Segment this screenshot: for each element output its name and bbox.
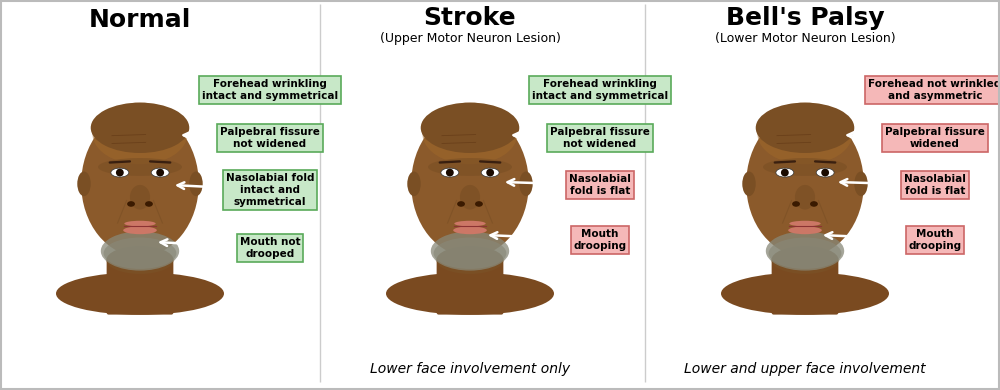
Ellipse shape bbox=[422, 103, 518, 164]
Text: Mouth
drooping: Mouth drooping bbox=[826, 229, 962, 251]
Text: Nasolabial
fold is flat: Nasolabial fold is flat bbox=[841, 174, 966, 196]
Ellipse shape bbox=[481, 168, 499, 177]
Ellipse shape bbox=[111, 168, 129, 177]
Ellipse shape bbox=[428, 158, 512, 176]
Ellipse shape bbox=[810, 201, 818, 207]
Text: Stroke: Stroke bbox=[424, 6, 516, 30]
Text: Mouth
drooping: Mouth drooping bbox=[491, 229, 627, 251]
Ellipse shape bbox=[436, 246, 504, 274]
Text: Lower and upper face involvement: Lower and upper face involvement bbox=[684, 362, 926, 376]
Ellipse shape bbox=[757, 103, 853, 164]
Ellipse shape bbox=[771, 246, 839, 274]
Ellipse shape bbox=[98, 158, 182, 176]
Text: Palpebral fissure
not widened: Palpebral fissure not widened bbox=[514, 127, 650, 149]
Text: Forehead not wrinkled
and asymmetric: Forehead not wrinkled and asymmetric bbox=[846, 79, 1000, 101]
Ellipse shape bbox=[130, 185, 150, 209]
Ellipse shape bbox=[104, 238, 176, 269]
Ellipse shape bbox=[854, 172, 868, 196]
Ellipse shape bbox=[151, 168, 169, 177]
Ellipse shape bbox=[453, 226, 487, 234]
Ellipse shape bbox=[92, 103, 188, 164]
Ellipse shape bbox=[116, 169, 124, 177]
Ellipse shape bbox=[781, 169, 789, 177]
Ellipse shape bbox=[77, 172, 91, 196]
FancyBboxPatch shape bbox=[107, 260, 173, 315]
Ellipse shape bbox=[763, 158, 847, 176]
Text: Nasolabial fold
intact and
symmetrical: Nasolabial fold intact and symmetrical bbox=[178, 174, 314, 207]
Ellipse shape bbox=[789, 221, 821, 226]
Ellipse shape bbox=[56, 272, 224, 315]
Ellipse shape bbox=[156, 169, 164, 177]
Ellipse shape bbox=[145, 201, 153, 207]
Ellipse shape bbox=[821, 169, 829, 177]
Text: Palpebral fissure
not widened: Palpebral fissure not widened bbox=[184, 127, 320, 149]
FancyBboxPatch shape bbox=[437, 260, 503, 315]
Ellipse shape bbox=[189, 172, 203, 196]
Ellipse shape bbox=[441, 168, 459, 177]
Ellipse shape bbox=[386, 272, 554, 315]
Ellipse shape bbox=[91, 103, 189, 153]
Text: Lower face involvement only: Lower face involvement only bbox=[370, 362, 570, 376]
Ellipse shape bbox=[101, 231, 179, 271]
Ellipse shape bbox=[431, 231, 509, 271]
Ellipse shape bbox=[766, 231, 844, 271]
Text: (Lower Motor Neuron Lesion): (Lower Motor Neuron Lesion) bbox=[715, 32, 895, 45]
Ellipse shape bbox=[123, 226, 157, 234]
FancyBboxPatch shape bbox=[772, 260, 838, 315]
Text: Normal: Normal bbox=[89, 8, 191, 32]
Text: Palpebral fissure
widened: Palpebral fissure widened bbox=[848, 127, 985, 149]
Ellipse shape bbox=[127, 201, 135, 207]
Ellipse shape bbox=[769, 238, 841, 269]
Ellipse shape bbox=[124, 221, 156, 226]
Ellipse shape bbox=[407, 172, 421, 196]
Ellipse shape bbox=[721, 272, 889, 315]
Ellipse shape bbox=[434, 238, 506, 269]
Text: Bell's Palsy: Bell's Palsy bbox=[726, 6, 884, 30]
Ellipse shape bbox=[475, 201, 483, 207]
Ellipse shape bbox=[446, 169, 454, 177]
Text: (Upper Motor Neuron Lesion): (Upper Motor Neuron Lesion) bbox=[380, 32, 560, 45]
Ellipse shape bbox=[756, 103, 854, 153]
Ellipse shape bbox=[460, 185, 480, 209]
Ellipse shape bbox=[411, 111, 529, 257]
Ellipse shape bbox=[457, 201, 465, 207]
Text: Nasolabial
fold is flat: Nasolabial fold is flat bbox=[508, 174, 631, 196]
Ellipse shape bbox=[519, 172, 533, 196]
Ellipse shape bbox=[788, 226, 822, 234]
Text: Forehead wrinkling
intact and symmetrical: Forehead wrinkling intact and symmetrica… bbox=[181, 79, 338, 101]
Ellipse shape bbox=[742, 172, 756, 196]
Ellipse shape bbox=[776, 168, 794, 177]
Ellipse shape bbox=[421, 103, 519, 153]
Text: Forehead wrinkling
intact and symmetrical: Forehead wrinkling intact and symmetrica… bbox=[511, 79, 668, 101]
Ellipse shape bbox=[106, 246, 174, 274]
Ellipse shape bbox=[746, 111, 864, 257]
Ellipse shape bbox=[81, 111, 199, 257]
Text: Mouth not
drooped: Mouth not drooped bbox=[161, 237, 300, 259]
Ellipse shape bbox=[816, 168, 834, 177]
Ellipse shape bbox=[454, 221, 486, 226]
Ellipse shape bbox=[486, 169, 494, 177]
Ellipse shape bbox=[795, 185, 815, 209]
Ellipse shape bbox=[792, 201, 800, 207]
